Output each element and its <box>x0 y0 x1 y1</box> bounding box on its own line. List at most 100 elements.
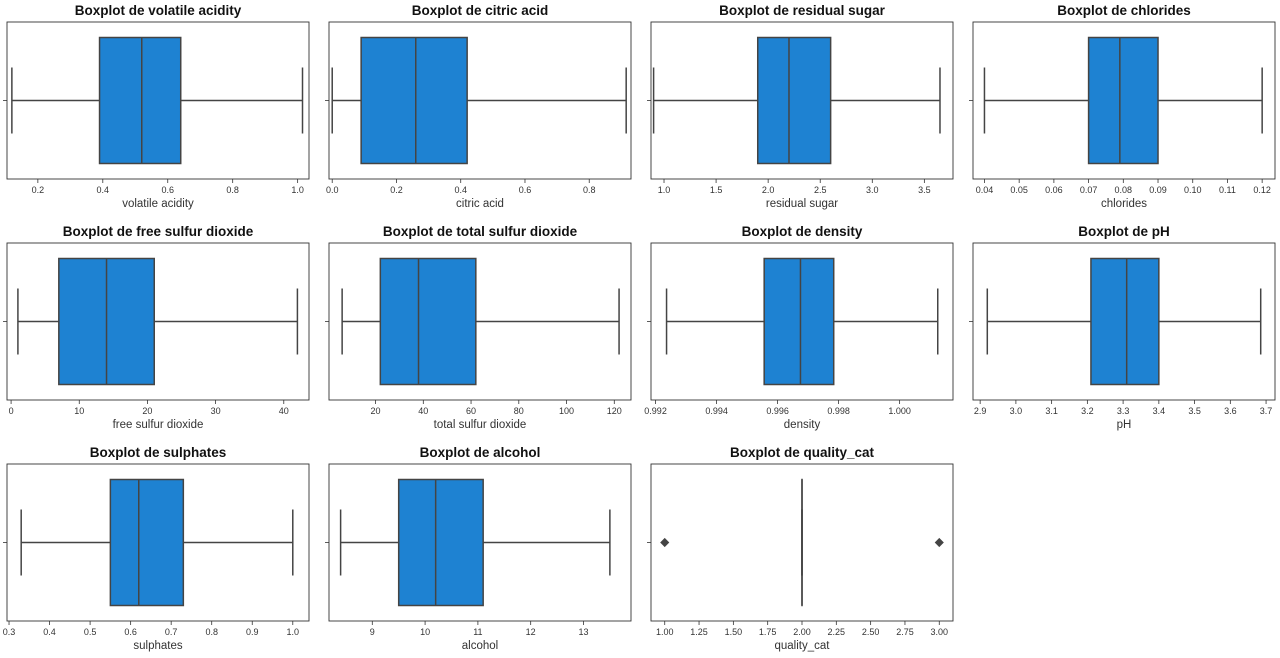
x-tick-label: 100 <box>559 406 574 416</box>
x-tick-label: 0.994 <box>705 406 728 416</box>
x-tick-label: 1.0 <box>658 185 671 195</box>
chart-title: Boxplot de total sulfur dioxide <box>383 224 578 239</box>
chart-title: Boxplot de quality_cat <box>730 445 875 460</box>
chart-panel: Boxplot de citric acid 0.0 0.2 0.4 0.6 0.8 cit… <box>325 3 632 210</box>
chart-panel: Boxplot de chlorides 0.04 0.05 0.06 0.07 0.08… <box>969 3 1276 210</box>
x-tick-label: 1.25 <box>690 627 708 637</box>
x-tick-label: 10 <box>420 627 430 637</box>
x-tick-label: 3.00 <box>931 627 949 637</box>
iqr-box <box>763 257 835 386</box>
x-tick-label: 2.9 <box>974 406 987 416</box>
x-tick-label: 30 <box>211 406 221 416</box>
x-tick-label: 0.2 <box>390 185 403 195</box>
chart-panel: Boxplot de free sulfur dioxide 0 10 20 30 40 f… <box>3 224 310 431</box>
chart-title: Boxplot de citric acid <box>412 3 549 18</box>
x-axis-label: free sulfur dioxide <box>113 419 204 431</box>
x-tick-label: 0.07 <box>1080 185 1098 195</box>
x-tick-label: 0.992 <box>644 406 667 416</box>
x-tick-label: 1.0 <box>291 185 304 195</box>
x-tick-label: 3.2 <box>1081 406 1094 416</box>
chart-title: Boxplot de alcohol <box>420 445 541 460</box>
x-tick-label: 0.9 <box>246 627 259 637</box>
x-tick-label: 0.998 <box>827 406 850 416</box>
x-tick-label: 0.06 <box>1045 185 1063 195</box>
chart-panel: Boxplot de alcohol 9 10 11 12 13 alcohol <box>325 445 632 652</box>
x-tick-label: 40 <box>418 406 428 416</box>
x-tick-label: 2.75 <box>896 627 914 637</box>
chart-panel: Boxplot de quality_cat 1.00 1.25 1.50 1.75 2.… <box>647 445 954 652</box>
x-tick-label: 3.5 <box>1188 406 1201 416</box>
chart-title: Boxplot de sulphates <box>90 445 227 460</box>
x-tick-label: 3.0 <box>1010 406 1023 416</box>
x-tick-label: 0.4 <box>454 185 467 195</box>
x-tick-label: 0.5 <box>84 627 97 637</box>
x-tick-label: 20 <box>371 406 381 416</box>
x-tick-label: 0.09 <box>1149 185 1167 195</box>
outlier-point <box>660 537 670 548</box>
chart-title: Boxplot de chlorides <box>1057 3 1191 18</box>
x-tick-label: 0.6 <box>161 185 174 195</box>
x-axis-label: alcohol <box>462 640 498 652</box>
outlier-point <box>934 537 944 548</box>
x-axis-label: density <box>784 419 821 431</box>
x-tick-label: 1.00 <box>656 627 674 637</box>
x-tick-label: 13 <box>578 627 588 637</box>
x-tick-label: 1.5 <box>710 185 723 195</box>
x-tick-label: 3.5 <box>918 185 931 195</box>
x-axis-label: volatile acidity <box>122 198 194 210</box>
x-tick-label: 11 <box>473 627 482 637</box>
x-axis-label: sulphates <box>133 640 182 652</box>
x-tick-label: 20 <box>142 406 152 416</box>
x-tick-label: 0.10 <box>1184 185 1202 195</box>
x-tick-label: 0.6 <box>519 185 532 195</box>
chart-panel: Boxplot de pH 2.9 3.0 3.1 3.2 3.3 3.4 3.5 3.6 3.7… <box>969 224 1276 431</box>
iqr-box <box>1087 36 1159 165</box>
iqr-box <box>109 478 185 607</box>
chart-title: Boxplot de density <box>742 224 863 239</box>
x-axis-label: quality_cat <box>775 640 831 652</box>
chart-title: Boxplot de free sulfur dioxide <box>63 224 254 239</box>
x-tick-label: 0.08 <box>1115 185 1133 195</box>
x-tick-label: 3.7 <box>1260 406 1273 416</box>
x-tick-label: 1.50 <box>725 627 743 637</box>
x-tick-label: 0.04 <box>976 185 994 195</box>
chart-title: Boxplot de volatile acidity <box>75 3 242 18</box>
x-tick-label: 9 <box>370 627 375 637</box>
x-tick-label: 80 <box>514 406 524 416</box>
chart-panel: Boxplot de volatile acidity 0.2 0.4 0.6 0.8 1… <box>3 3 310 210</box>
x-tick-label: 0.05 <box>1010 185 1028 195</box>
x-tick-label: 0 <box>9 406 14 416</box>
chart-panel: Boxplot de sulphates 0.3 0.4 0.5 0.6 0.7 0.8 0.… <box>3 445 310 652</box>
x-tick-label: 12 <box>526 627 536 637</box>
x-tick-label: 0.4 <box>43 627 56 637</box>
x-tick-label: 0.0 <box>326 185 339 195</box>
x-tick-label: 2.25 <box>828 627 846 637</box>
x-tick-label: 0.11 <box>1219 185 1236 195</box>
x-tick-label: 120 <box>607 406 622 416</box>
x-axis-label: chlorides <box>1101 198 1147 210</box>
iqr-box <box>379 257 477 386</box>
iqr-box <box>397 478 484 607</box>
chart-panel: Boxplot de residual sugar 1.0 1.5 2.0 2.5 3.0… <box>647 3 954 210</box>
x-axis-label: citric acid <box>456 198 504 210</box>
x-tick-label: 0.12 <box>1253 185 1271 195</box>
chart-panel: Boxplot de total sulfur dioxide 20 40 60 80 1… <box>325 224 632 431</box>
x-axis-label: residual sugar <box>766 198 838 210</box>
x-tick-label: 3.4 <box>1153 406 1166 416</box>
iqr-box <box>98 36 182 165</box>
x-tick-label: 2.5 <box>814 185 827 195</box>
iqr-box <box>1090 257 1160 386</box>
x-tick-label: 0.996 <box>766 406 789 416</box>
x-tick-label: 0.8 <box>205 627 218 637</box>
chart-title: Boxplot de pH <box>1078 224 1170 239</box>
x-tick-label: 0.6 <box>124 627 137 637</box>
x-tick-label: 3.1 <box>1045 406 1058 416</box>
x-tick-label: 10 <box>74 406 84 416</box>
x-tick-label: 0.2 <box>32 185 45 195</box>
x-tick-label: 60 <box>466 406 476 416</box>
chart-panel: Boxplot de density 0.992 0.994 0.996 0.998 1.… <box>644 224 954 431</box>
iqr-box <box>756 36 832 165</box>
x-tick-label: 2.50 <box>862 627 880 637</box>
x-tick-label: 0.7 <box>165 627 178 637</box>
